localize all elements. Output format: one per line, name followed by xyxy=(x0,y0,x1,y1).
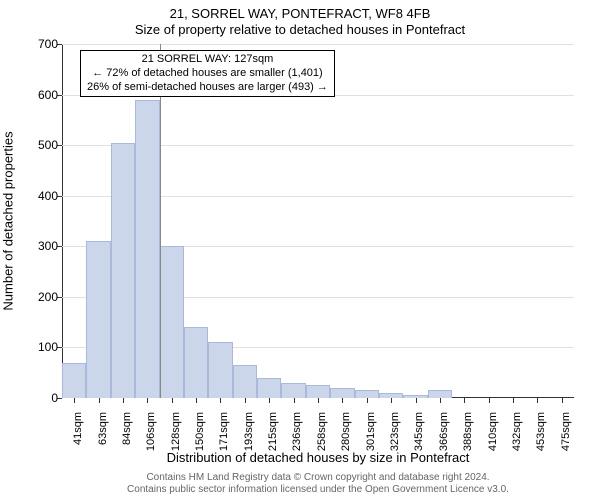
x-tick-mark xyxy=(74,398,75,403)
histogram-bar xyxy=(208,342,232,398)
y-tick-label: 500 xyxy=(38,138,58,152)
histogram-bar xyxy=(86,241,110,398)
x-tick-mark xyxy=(196,398,197,403)
histogram-bar xyxy=(330,388,354,398)
x-tick-label: 215sqm xyxy=(267,412,279,451)
x-tick-label: 410sqm xyxy=(487,412,499,451)
x-tick-mark xyxy=(123,398,124,403)
footer-line1: Contains HM Land Registry data © Crown c… xyxy=(146,472,489,483)
x-tick-mark xyxy=(99,398,100,403)
annotation-box: 21 SORREL WAY: 127sqm← 72% of detached h… xyxy=(80,50,335,97)
histogram-bar xyxy=(355,390,379,398)
x-tick-mark xyxy=(294,398,295,403)
x-tick-mark xyxy=(562,398,563,403)
annotation-line: ← 72% of detached houses are smaller (1,… xyxy=(87,67,328,81)
x-tick-label: 280sqm xyxy=(340,412,352,451)
histogram-bar xyxy=(184,327,208,398)
histogram-bar xyxy=(135,100,159,398)
x-tick-label: 41sqm xyxy=(72,412,84,445)
histogram-bar xyxy=(233,365,257,398)
x-tick-label: 236sqm xyxy=(292,412,304,451)
histogram-bar xyxy=(306,385,330,398)
x-tick-mark xyxy=(172,398,173,403)
x-tick-label: 106sqm xyxy=(145,412,157,451)
y-tick-label: 100 xyxy=(38,340,58,354)
x-tick-mark xyxy=(367,398,368,403)
x-tick-label: 84sqm xyxy=(121,412,133,445)
x-tick-label: 63sqm xyxy=(97,412,109,445)
y-axis-line xyxy=(62,44,63,398)
x-tick-mark xyxy=(342,398,343,403)
x-tick-label: 301sqm xyxy=(365,412,377,451)
x-tick-label: 193sqm xyxy=(243,412,255,451)
y-tick-label: 600 xyxy=(38,88,58,102)
x-tick-label: 388sqm xyxy=(462,412,474,451)
x-tick-mark xyxy=(513,398,514,403)
x-tick-mark xyxy=(147,398,148,403)
x-tick-mark xyxy=(416,398,417,403)
x-tick-label: 171sqm xyxy=(218,412,230,451)
gridline xyxy=(62,44,574,45)
x-tick-mark xyxy=(489,398,490,403)
chart-title-line2: Size of property relative to detached ho… xyxy=(0,22,600,37)
histogram-bar xyxy=(62,363,86,398)
histogram-bar xyxy=(281,383,305,398)
x-tick-mark xyxy=(245,398,246,403)
histogram-bar xyxy=(111,143,135,398)
y-tick-label: 0 xyxy=(51,391,58,405)
x-tick-mark xyxy=(269,398,270,403)
x-tick-label: 475sqm xyxy=(560,412,572,451)
chart-title-line1: 21, SORREL WAY, PONTEFRACT, WF8 4FB xyxy=(0,6,600,21)
x-axis-label: Distribution of detached houses by size … xyxy=(62,450,574,465)
histogram-bar xyxy=(257,378,281,398)
y-tick-label: 200 xyxy=(38,290,58,304)
y-tick-label: 300 xyxy=(38,239,58,253)
x-tick-label: 323sqm xyxy=(389,412,401,451)
x-tick-mark xyxy=(440,398,441,403)
footer-note: Contains HM Land Registry data © Crown c… xyxy=(62,472,574,496)
x-tick-label: 345sqm xyxy=(414,412,426,451)
x-tick-label: 453sqm xyxy=(535,412,547,451)
x-tick-label: 150sqm xyxy=(194,412,206,451)
x-tick-mark xyxy=(318,398,319,403)
histogram-bar xyxy=(428,390,452,398)
histogram-bar xyxy=(160,246,184,398)
x-tick-mark xyxy=(391,398,392,403)
x-tick-mark xyxy=(537,398,538,403)
x-tick-label: 128sqm xyxy=(170,412,182,451)
x-tick-label: 432sqm xyxy=(511,412,523,451)
chart-container: 21, SORREL WAY, PONTEFRACT, WF8 4FB Size… xyxy=(0,0,600,500)
x-tick-label: 366sqm xyxy=(438,412,450,451)
x-tick-mark xyxy=(220,398,221,403)
y-tick-label: 400 xyxy=(38,189,58,203)
y-tick-label: 700 xyxy=(38,37,58,51)
annotation-line: 26% of semi-detached houses are larger (… xyxy=(87,81,328,95)
footer-line2: Contains public sector information licen… xyxy=(127,484,509,495)
x-tick-mark xyxy=(464,398,465,403)
annotation-line: 21 SORREL WAY: 127sqm xyxy=(87,53,328,67)
x-tick-label: 258sqm xyxy=(316,412,328,451)
y-axis-label: Number of detached properties xyxy=(1,131,16,310)
